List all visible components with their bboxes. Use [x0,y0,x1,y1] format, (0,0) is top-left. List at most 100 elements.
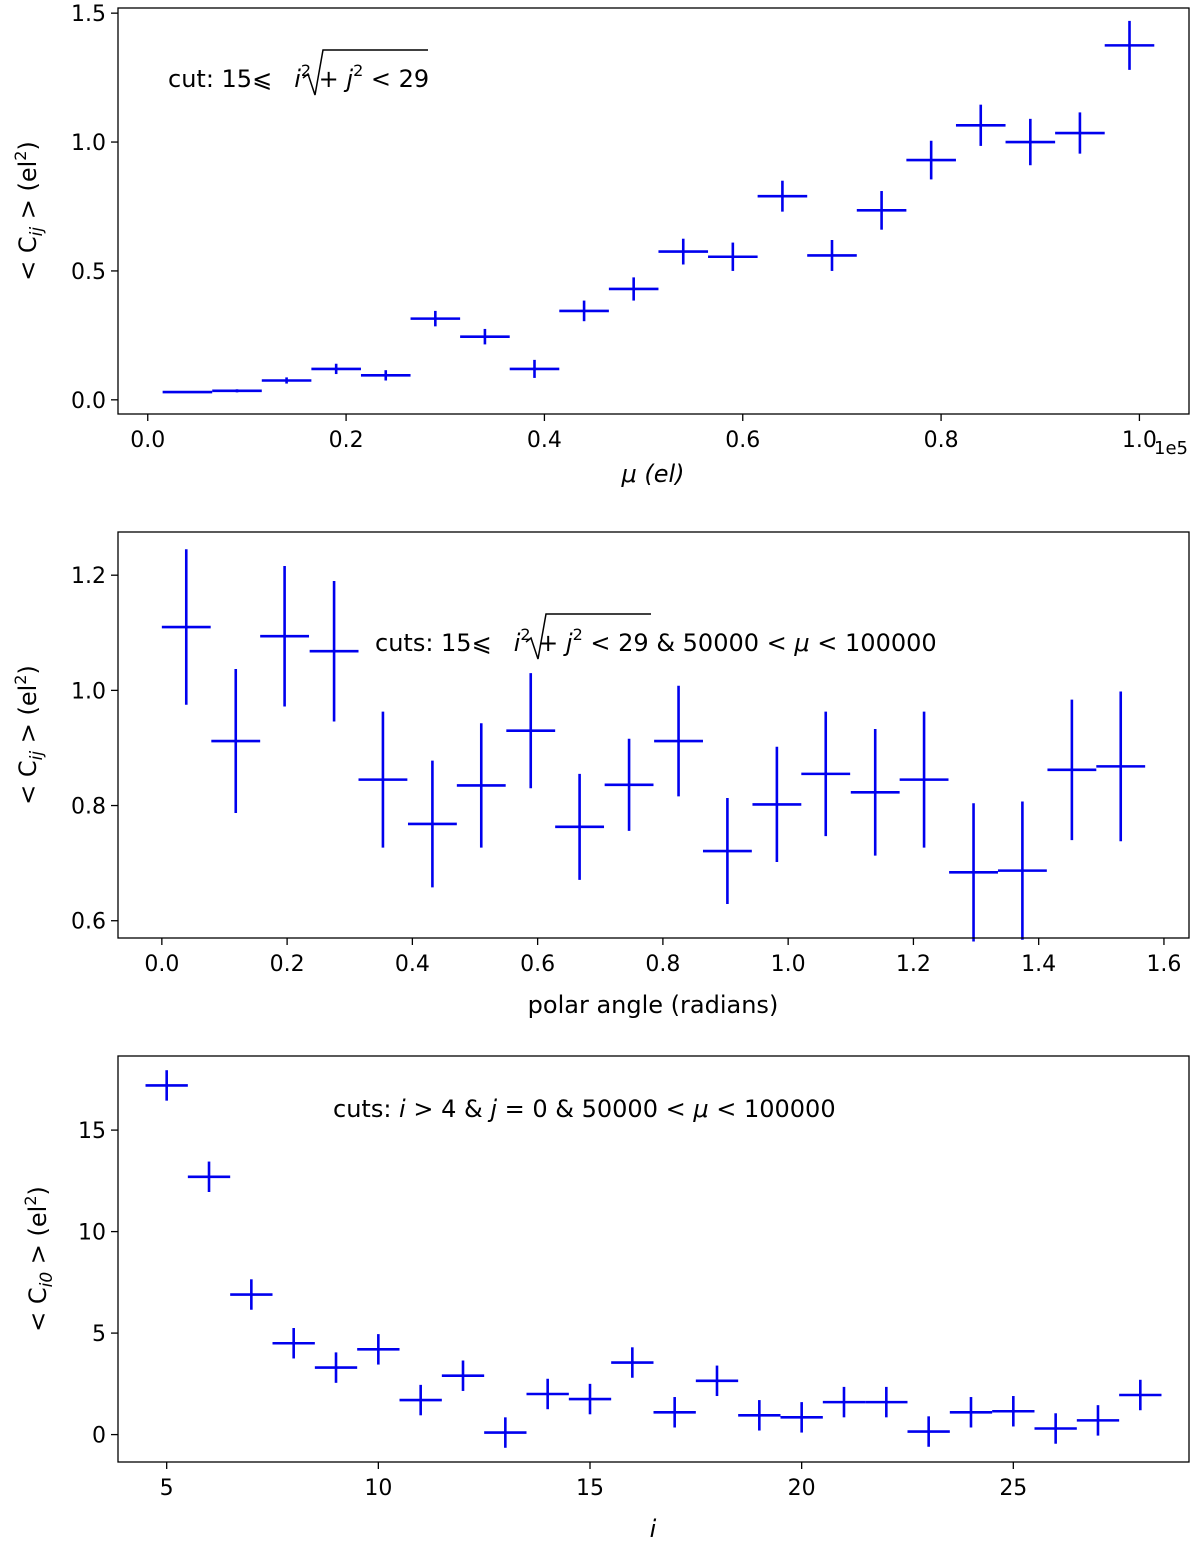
svg-text:cuts: 15⩽i2 + j2 < 29 & 50000: cuts: 15⩽ i2 + j2 < 29 & 50000 < μ < 1000… [375,625,937,657]
error-bar-point [506,673,556,789]
x-tick-label: 1.2 [896,952,931,977]
error-bar-point [608,277,659,301]
x-tick-label: 0.6 [520,952,555,977]
error-bar-point [568,1383,612,1415]
error-bar-point [738,1400,781,1431]
error-bar-point [653,1397,696,1428]
error-bar-point [906,140,956,180]
error-bar-point [410,310,461,327]
x-tick-label: 0.2 [270,952,305,977]
error-bar-point [949,1397,993,1428]
error-bar-point [187,1161,231,1193]
data-points [162,20,1155,394]
error-bar-point [780,1402,823,1433]
x-axis-label: polar angle (radians) [528,991,779,1019]
y-tick-label: 0.0 [71,389,106,414]
y-tick-label: 1.0 [71,679,106,704]
y-axis-label: < Cij > (el2) [11,665,47,805]
error-bar-point [1055,112,1105,154]
x-tick-label: 1.4 [1021,952,1056,977]
x-tick-label: 0.2 [329,428,364,453]
y-tick-label: 1.5 [71,2,106,27]
x-axis: 0.0 0.2 0.4 0.6 0.8 1.0 1.2 1.4 1.6 [144,938,1181,977]
error-bar-point [856,191,907,230]
x-tick-label: 20 [788,1476,816,1501]
x-tick-label: 1.6 [1146,952,1181,977]
x-tick-label: 15 [576,1476,604,1501]
plot-frame [117,7,1190,415]
error-bar-point [555,773,605,880]
error-bar-point [526,1378,569,1410]
y-tick-label: 0.5 [71,260,106,285]
error-bar-point [1076,1405,1120,1436]
error-bar-point [1119,1379,1162,1411]
error-bar-point [1034,1413,1077,1444]
error-bar-point [484,1417,527,1448]
y-axis-label: < Ci0 > (el2) [21,1186,57,1332]
x-axis: 0.0 0.2 0.4 0.6 0.8 1.0 [130,414,1157,453]
y-tick-label: 5 [92,1322,106,1347]
error-bar-point [604,738,654,831]
y-tick-label: 10 [78,1221,106,1246]
y-tick-label: 0.6 [71,910,106,935]
error-bar-point [702,798,752,905]
y-tick-label: 15 [78,1119,106,1144]
x-axis-label: i [650,1515,657,1543]
y-tick-label: 1.2 [71,564,106,589]
annotation: cuts: 15⩽ i2 + j2 < 29 & 50000 < μ < 1000… [375,613,937,660]
x-tick-label: 0.4 [527,428,562,453]
error-bar-point [708,242,758,271]
x-tick-label: 0.8 [924,428,959,453]
error-bar-point [757,180,808,212]
error-bar-point [807,240,857,271]
plot-frame [117,1055,1190,1463]
x-axis-label: μ (el) [620,460,684,488]
error-bar-point [211,669,261,814]
error-bar-point [399,1384,442,1416]
y-axis: 0 5 10 15 [78,1119,118,1449]
offset-text: 1e5 [1154,438,1188,459]
data-points [161,549,1146,942]
error-bar-point [309,580,359,722]
error-bar-point [212,389,262,393]
y-axis: 0.0 0.5 1.0 1.5 [71,2,118,414]
error-bar-point [260,565,310,707]
x-tick-label: 10 [364,1476,392,1501]
error-bar-point [654,685,703,797]
error-bar-point [997,801,1047,940]
x-tick-label: 0.8 [645,952,680,977]
annotation: cut: 15⩽ i2 + j2 < 29 [168,49,429,96]
error-bar-point [357,1334,400,1365]
error-bar-point [311,363,361,375]
error-bar-point [658,238,709,265]
x-tick-label: 0.4 [395,952,430,977]
error-bar-point [949,803,998,942]
error-bar-point [992,1396,1035,1427]
error-bar-point [358,711,408,848]
x-tick-label: 0.0 [144,952,179,977]
error-bar-point [907,1416,950,1447]
error-bar-point [1005,118,1056,166]
error-bar-point [509,359,560,378]
error-bar-point [360,370,411,381]
sqrt-sign [525,613,651,660]
x-tick-label: 25 [999,1476,1027,1501]
y-tick-label: 0 [92,1424,106,1449]
error-bar-point [314,1352,358,1383]
x-tick-label: 1.0 [1122,428,1157,453]
x-tick-label: 0.6 [725,428,760,453]
x-tick-label: 1.0 [771,952,806,977]
error-bar-point [752,746,802,862]
y-axis: 0.6 0.8 1.0 1.2 [71,564,118,935]
error-bar-point [955,104,1006,146]
y-tick-label: 0.8 [71,795,106,820]
error-bar-point [407,760,457,888]
panel-polar-angle: 0.0 0.2 0.4 0.6 0.8 1.0 1.2 1.4 1.6 0.6 0.8 1.0 1.2… [11,531,1190,1019]
error-bar-point [230,1279,273,1310]
error-bar-point [261,377,312,384]
error-bar-point [611,1347,654,1378]
error-bar-point [801,711,851,837]
x-axis: 5 10 15 20 25 [160,1462,1027,1501]
error-bar-point [822,1386,866,1418]
svg-text:cut: 15⩽i2 + j2 < 29: cut: 15⩽ i2 + j2 < 29 [168,61,429,93]
